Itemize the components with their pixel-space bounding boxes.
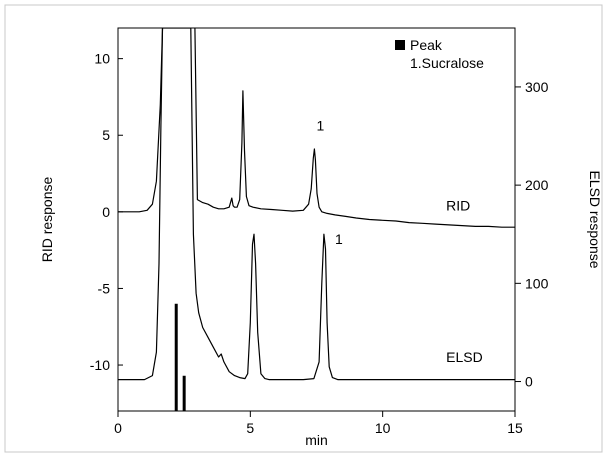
legend-square-marker	[395, 40, 405, 50]
x-axis-tick-label: 10	[375, 420, 391, 436]
x-axis: 0 5 10 15	[114, 411, 523, 436]
annotation-elsd-peak-label: 1	[335, 231, 343, 247]
figure-border	[4, 4, 603, 453]
peak-marker-bar	[182, 375, 186, 411]
x-axis-tick-label: 0	[114, 420, 122, 436]
peak-markers	[174, 303, 186, 411]
annotation-layer: 1 1 RID ELSD	[317, 118, 483, 365]
left-axis-tick-label: 5	[102, 127, 110, 143]
legend-entry: 1.Sucralose	[410, 55, 484, 71]
annotation-rid-peak-label: 1	[317, 118, 325, 134]
plot-frame	[117, 27, 516, 412]
x-axis-tick-label: 15	[507, 420, 523, 436]
left-axis-tick-label: 10	[94, 51, 110, 67]
series-line-rid	[118, 28, 515, 228]
left-axis-label: RID response	[39, 176, 55, 262]
x-axis-tick-label: 5	[246, 420, 254, 436]
left-axis: 10 5 0 -5 -10	[90, 51, 123, 373]
annotation-elsd-trace-label: ELSD	[446, 349, 483, 365]
annotation-rid-trace-label: RID	[446, 197, 470, 213]
legend: Peak 1.Sucralose	[395, 37, 484, 71]
right-axis-tick-label: 100	[525, 275, 549, 291]
right-axis-tick-label: 200	[525, 177, 549, 193]
legend-title: Peak	[410, 37, 443, 53]
right-axis: 300 200 100 0	[515, 79, 549, 390]
right-axis-label: ELSD response	[587, 170, 603, 268]
left-axis-tick-label: -5	[98, 280, 111, 296]
right-axis-tick-label: 300	[525, 79, 549, 95]
left-axis-tick-label: -10	[90, 357, 110, 373]
series-line-elsd	[118, 28, 515, 381]
right-axis-tick-label: 0	[525, 374, 533, 390]
x-axis-label: min	[305, 432, 328, 448]
left-axis-tick-label: 0	[102, 204, 110, 220]
series-layer	[118, 28, 515, 381]
peak-marker-bar	[174, 303, 178, 411]
